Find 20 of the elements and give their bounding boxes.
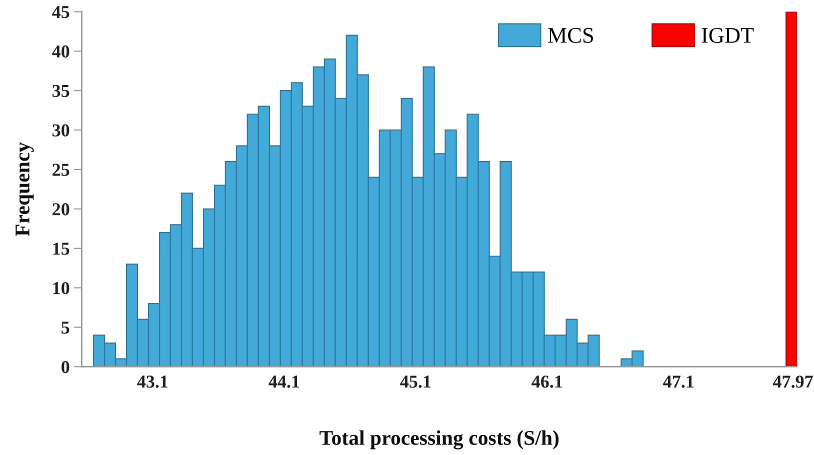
y-tick-label: 15: [53, 242, 70, 255]
x-tick-label: 43.1: [137, 376, 168, 388]
legend-label: MCS: [548, 28, 593, 43]
x-axis-title: Total processing costs (S/h): [320, 430, 559, 450]
x-tick-label: 47.97: [772, 376, 813, 388]
y-tick-label: 30: [52, 124, 70, 136]
y-tick-label: 0: [62, 360, 70, 374]
x-tick-label: 44.1: [268, 376, 300, 388]
y-tick-label: 5: [62, 322, 70, 334]
y-tick-label: 35: [52, 84, 70, 98]
y-tick-label: 40: [52, 45, 70, 58]
y-axis-title: Frequency: [16, 142, 34, 236]
y-tick-label: 10: [53, 282, 70, 294]
x-tick-label: 47.1: [663, 376, 694, 388]
y-tick-label: 25: [52, 164, 70, 176]
legend-label: IGDT: [702, 28, 754, 43]
x-tick-label: 45.1: [400, 376, 431, 388]
y-tick-label: 45: [52, 6, 70, 18]
x-tick-label: 46.1: [532, 376, 562, 388]
y-tick-label: 20: [52, 203, 70, 216]
